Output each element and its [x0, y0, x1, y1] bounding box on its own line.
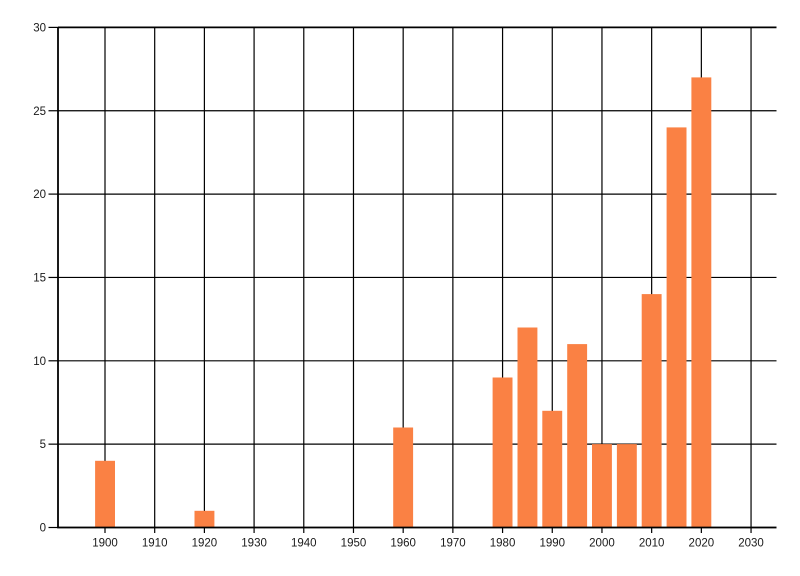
- y-tick-label-25: 25: [33, 106, 46, 118]
- x-tick-label-2000: 2000: [589, 538, 615, 550]
- x-tick-label-1910: 1910: [142, 538, 168, 550]
- bar-2015: [666, 127, 687, 528]
- bar-1995: [567, 344, 588, 528]
- x-tick-label-1970: 1970: [440, 538, 466, 550]
- x-tick-label-1930: 1930: [241, 538, 267, 550]
- bar-1985: [517, 327, 538, 528]
- x-tick-label-1990: 1990: [539, 538, 565, 550]
- bar-1980: [492, 377, 513, 528]
- bar-2020: [691, 77, 712, 528]
- x-tick-label-1900: 1900: [92, 538, 118, 550]
- bar-1960: [393, 427, 414, 528]
- tick-marks-layer: [48, 26, 752, 533]
- bar-1920: [194, 510, 215, 528]
- x-tick-label-2010: 2010: [639, 538, 665, 550]
- x-tick-label-1920: 1920: [192, 538, 218, 550]
- y-tick-label-0: 0: [40, 523, 46, 535]
- x-tick-label-1950: 1950: [341, 538, 367, 550]
- bar-1900: [95, 460, 115, 528]
- y-tick-label-20: 20: [33, 189, 46, 201]
- x-tick-label-2020: 2020: [689, 538, 715, 550]
- x-tick-label-1980: 1980: [490, 538, 516, 550]
- y-tick-label-5: 5: [40, 439, 46, 451]
- x-tick-label-1940: 1940: [291, 538, 317, 550]
- y-tick-label-10: 10: [33, 356, 46, 368]
- bar-2000: [592, 444, 612, 528]
- bars-layer: [95, 77, 712, 528]
- y-tick-label-30: 30: [33, 22, 46, 34]
- x-tick-label-1960: 1960: [390, 538, 416, 550]
- x-tick-label-2030: 2030: [738, 538, 764, 550]
- tick-labels-layer: 0 5 10 15 20 25 30 1900 1910 1920 1930 1940 1950 1960…: [33, 22, 764, 549]
- y-tick-label-15: 15: [33, 272, 46, 284]
- bar-1990: [542, 410, 563, 528]
- bar-2010: [641, 294, 662, 528]
- bar-2005: [616, 444, 637, 528]
